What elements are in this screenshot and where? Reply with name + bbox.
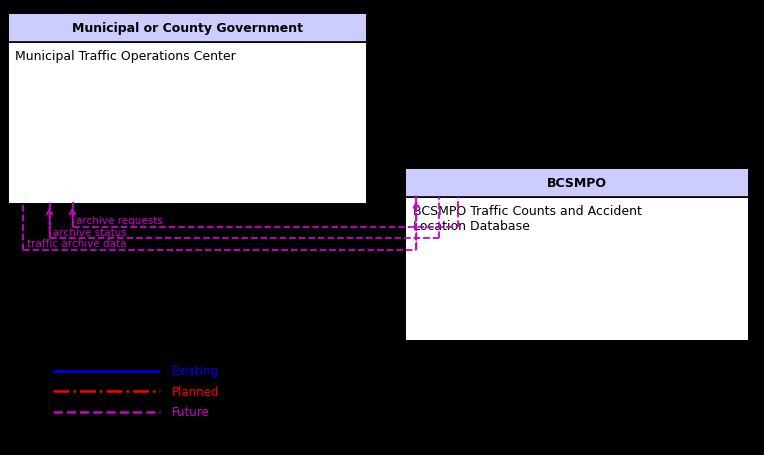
Bar	[8, 14, 367, 205]
Text: BCSMPO Traffic Counts and Accident
Location Database: BCSMPO Traffic Counts and Accident Locat…	[413, 205, 642, 233]
Text: Municipal Traffic Operations Center: Municipal Traffic Operations Center	[15, 50, 236, 63]
Bar	[405, 198, 749, 341]
Bar	[8, 43, 367, 205]
Text: Future: Future	[172, 405, 209, 418]
Text: archive requests: archive requests	[76, 216, 163, 226]
Text: BCSMPO: BCSMPO	[547, 177, 607, 190]
Text: Existing: Existing	[172, 364, 219, 377]
Text: Municipal or County Government: Municipal or County Government	[72, 22, 303, 35]
Bar	[8, 14, 367, 43]
Text: traffic archive data: traffic archive data	[27, 238, 126, 248]
Bar	[405, 168, 749, 341]
Text: Planned: Planned	[172, 385, 219, 398]
Bar	[405, 168, 749, 198]
Text: archive status: archive status	[53, 227, 128, 237]
